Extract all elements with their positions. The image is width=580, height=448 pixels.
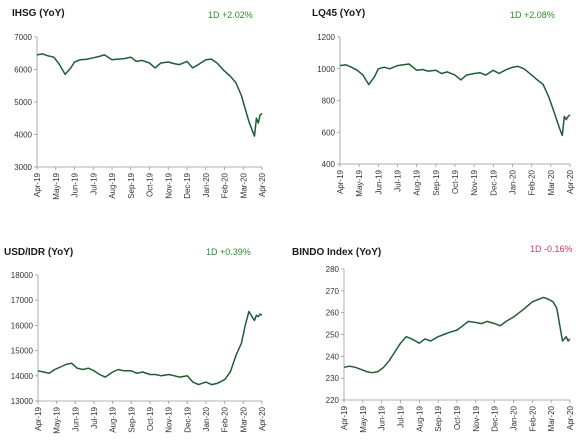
ihsg-chart-panel: IHSG (YoY) 1D +2.02% 3000 4000 5000 6000 700…	[0, 0, 290, 224]
ihsg-line-chart: 3000 4000 5000 6000 7000 Apr-19 May-19 Jun-19 Ju…	[14, 33, 267, 200]
chart-title: USD/IDR (YoY)	[4, 247, 74, 258]
y-tick-label: 230	[326, 374, 340, 383]
lq45-chart-panel: LQ45 (YoY) 1D +2.08% 400 600 800 1000 1200 Ap…	[290, 0, 580, 224]
chart-title: IHSG (YoY)	[12, 8, 65, 19]
y-tick-label: 16000	[11, 321, 34, 330]
x-tick-label: Nov-19	[470, 169, 479, 195]
x-tick-label: Feb-20	[221, 172, 230, 198]
x-tick-label: Jan-20	[202, 406, 211, 431]
x-tick-label: Oct-19	[146, 172, 155, 197]
x-tick-label: Feb-20	[221, 406, 230, 432]
bindo-chart-panel: BINDO Index (YoY) 1D -0.16% 220 230 240 250…	[290, 224, 580, 448]
y-tick-label: 220	[326, 396, 340, 405]
x-tick-label: May-19	[53, 406, 62, 433]
series-line	[37, 310, 263, 386]
x-tick-label: Aug-19	[413, 169, 422, 195]
x-tick-label: Jul-19	[397, 405, 406, 427]
x-tick-label: Jan-20	[509, 169, 518, 194]
y-tick-label: 3000	[14, 163, 32, 172]
x-tick-label: Nov-19	[165, 406, 174, 432]
y-tick-label: 4000	[14, 131, 32, 140]
x-tick-label: Sep-19	[432, 169, 441, 195]
y-tick-label: 13000	[11, 397, 34, 406]
y-tick-label: 1000	[317, 65, 335, 74]
x-tick-label: Aug-19	[415, 405, 424, 431]
x-tick-label: Jun-19	[71, 172, 80, 197]
daily-change-label: 1D +2.08%	[510, 10, 555, 20]
x-tick-label: Dec-19	[489, 169, 498, 195]
daily-change-label: 1D +2.02%	[208, 10, 253, 20]
usdidr-chart-panel: USD/IDR (YoY) 1D +0.39% 13000 14000 15000 1…	[0, 224, 290, 448]
x-tick-label: Aug-19	[109, 406, 118, 432]
x-tick-label: Dec-19	[183, 406, 192, 432]
y-tick-label: 1200	[317, 33, 335, 42]
x-tick-label: Sep-19	[127, 172, 136, 198]
y-tick-label: 14000	[11, 372, 34, 381]
y-tick-label: 6000	[14, 66, 32, 75]
y-tick-label: 240	[326, 352, 340, 361]
x-tick-label: Jun-19	[71, 406, 80, 431]
y-tick-label: 250	[326, 331, 340, 340]
x-tick-label: Apr-20	[258, 172, 267, 197]
x-tick-label: May-19	[359, 405, 368, 432]
x-tick-label: Oct-19	[453, 405, 462, 430]
x-tick-label: Dec-19	[491, 405, 500, 431]
x-tick-label: Apr-19	[34, 406, 43, 431]
x-tick-label: Apr-20	[258, 406, 267, 431]
y-tick-label: 270	[326, 287, 340, 296]
y-tick-label: 280	[326, 265, 340, 274]
x-tick-label: Apr-19	[33, 172, 42, 197]
x-tick-label: Jun-19	[374, 169, 383, 194]
x-tick-label: Sep-19	[434, 405, 443, 431]
x-tick-label: Nov-19	[164, 172, 173, 198]
x-tick-label: Jul-19	[90, 406, 99, 428]
y-tick-label: 7000	[14, 33, 32, 42]
bindo-line-chart: 220 230 240 250 260 270 280 Apr-19 May-19 Jun-19 J…	[326, 265, 575, 433]
x-tick-label: Jan-20	[202, 172, 211, 197]
x-tick-label: Nov-19	[472, 405, 481, 431]
usdidr-line-chart: 13000 14000 15000 16000 17000 18000 Apr-19 May-…	[11, 271, 267, 434]
x-tick-label: Apr-19	[336, 169, 345, 194]
x-tick-label: May-19	[355, 169, 364, 196]
series-line	[343, 296, 571, 374]
x-tick-label: Mar-20	[239, 406, 248, 432]
x-tick-label: Oct-19	[451, 169, 460, 194]
x-tick-label: Jun-19	[378, 405, 387, 430]
y-tick-label: 5000	[14, 98, 32, 107]
daily-change-label: 1D -0.16%	[530, 244, 573, 254]
x-tick-label: Apr-19	[340, 405, 349, 430]
x-tick-label: Jul-19	[89, 172, 98, 194]
x-tick-label: Sep-19	[127, 406, 136, 432]
x-tick-label: Mar-20	[547, 169, 556, 195]
x-tick-label: Mar-20	[239, 172, 248, 198]
x-tick-label: Aug-19	[108, 172, 117, 198]
x-tick-label: Mar-20	[547, 405, 556, 431]
y-tick-label: 800	[322, 97, 336, 106]
chart-title: BINDO Index (YoY)	[292, 247, 382, 258]
daily-change-label: 1D +0.39%	[206, 247, 251, 257]
y-tick-label: 18000	[11, 271, 34, 280]
x-tick-label: Dec-19	[183, 172, 192, 198]
x-tick-label: Apr-20	[566, 405, 575, 430]
x-tick-label: May-19	[52, 172, 61, 199]
x-tick-label: Jul-19	[394, 169, 403, 191]
y-tick-label: 260	[326, 309, 340, 318]
y-tick-label: 15000	[11, 347, 34, 356]
x-tick-label: Oct-19	[146, 406, 155, 431]
y-tick-label: 17000	[11, 296, 34, 305]
y-tick-label: 400	[322, 160, 336, 169]
series-line	[36, 53, 263, 137]
x-tick-label: Feb-20	[528, 169, 537, 195]
x-tick-label: Jan-20	[510, 405, 519, 430]
x-tick-label: Apr-20	[566, 169, 575, 194]
lq45-line-chart: 400 600 800 1000 1200 Apr-19 May-19 Jun-19 Jul-1…	[317, 33, 575, 197]
x-tick-label: Feb-20	[528, 405, 537, 431]
chart-title: LQ45 (YoY)	[312, 8, 366, 19]
y-tick-label: 600	[322, 128, 336, 137]
series-line	[339, 63, 571, 137]
